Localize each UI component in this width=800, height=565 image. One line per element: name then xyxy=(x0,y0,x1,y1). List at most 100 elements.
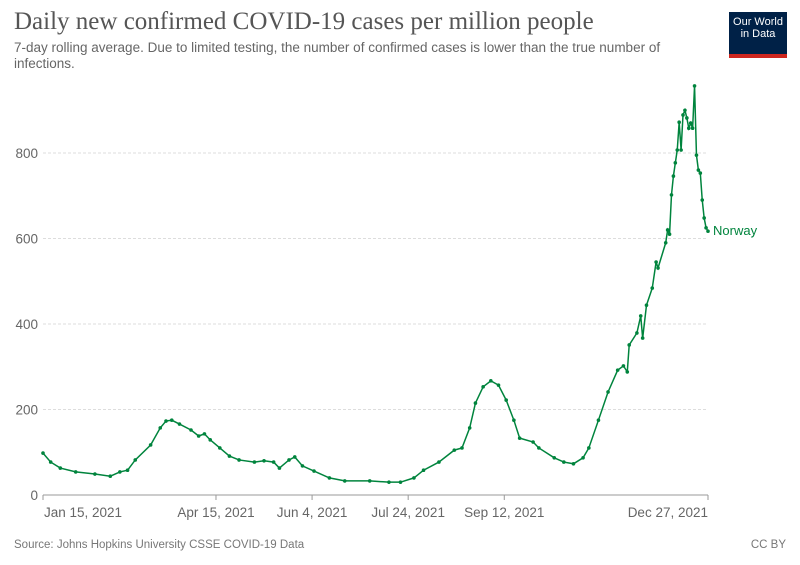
data-point xyxy=(237,458,241,462)
data-point xyxy=(367,479,372,483)
data-point xyxy=(625,370,630,374)
x-tick-label: Jul 24, 2021 xyxy=(371,505,445,520)
data-point xyxy=(48,460,53,464)
data-point xyxy=(327,476,332,480)
data-point xyxy=(537,446,541,450)
data-point xyxy=(685,116,689,120)
data-point xyxy=(606,390,610,394)
data-point xyxy=(496,383,501,387)
data-point xyxy=(621,364,626,368)
data-point xyxy=(196,434,201,438)
data-point xyxy=(696,168,701,172)
data-point xyxy=(644,303,649,307)
data-point xyxy=(460,446,464,450)
x-tick-label: Jan 15, 2021 xyxy=(44,505,122,520)
data-point xyxy=(202,432,207,436)
data-point xyxy=(654,260,658,264)
x-tick-label: Sep 12, 2021 xyxy=(464,505,544,520)
data-point xyxy=(663,240,668,245)
data-point xyxy=(615,368,620,372)
data-point xyxy=(504,398,508,402)
data-point xyxy=(262,459,266,463)
data-point xyxy=(690,126,695,131)
data-point xyxy=(398,480,403,484)
data-point xyxy=(312,469,316,473)
data-point xyxy=(694,153,699,157)
data-point xyxy=(667,232,672,237)
data-point xyxy=(571,461,576,466)
data-point xyxy=(218,446,222,450)
data-point xyxy=(698,171,703,175)
y-tick-label: 400 xyxy=(15,317,38,332)
x-tick-label: Dec 27, 2021 xyxy=(628,505,708,520)
data-point xyxy=(108,474,113,478)
data-point xyxy=(133,458,138,462)
data-point xyxy=(93,472,97,476)
data-point xyxy=(387,480,391,484)
data-point xyxy=(656,266,660,270)
data-point xyxy=(581,456,585,460)
data-point xyxy=(473,401,478,405)
data-point xyxy=(452,448,457,452)
data-point xyxy=(169,418,174,422)
y-tick-label: 200 xyxy=(15,403,38,418)
data-point xyxy=(650,286,655,290)
x-tick-label: Apr 15, 2021 xyxy=(177,505,254,520)
data-point xyxy=(227,454,232,458)
y-tick-label: 800 xyxy=(15,146,38,161)
series-label: Norway xyxy=(713,223,758,238)
license-link[interactable]: CC BY xyxy=(750,539,786,551)
data-point xyxy=(596,418,601,422)
data-point xyxy=(58,466,63,470)
data-point xyxy=(640,336,645,340)
data-point xyxy=(681,113,685,117)
data-point xyxy=(587,446,591,450)
data-point xyxy=(531,440,535,444)
data-point xyxy=(252,460,257,464)
data-point xyxy=(686,126,691,131)
data-point xyxy=(671,174,676,178)
data-point xyxy=(702,216,706,220)
data-point xyxy=(669,193,674,197)
data-point xyxy=(287,458,291,462)
data-point xyxy=(627,343,631,347)
data-point xyxy=(481,385,485,389)
data-point xyxy=(665,228,670,232)
data-point xyxy=(148,443,153,447)
data-point xyxy=(277,466,282,470)
data-point xyxy=(552,456,557,460)
data-point xyxy=(421,468,426,473)
data-point xyxy=(437,460,441,464)
data-point xyxy=(300,464,305,468)
data-point xyxy=(164,419,168,423)
data-point xyxy=(638,314,643,318)
data-point xyxy=(517,436,522,440)
chart-subtitle: 7-day rolling average. Due to limited te… xyxy=(14,40,661,71)
data-point xyxy=(512,418,516,422)
source-note[interactable]: Source: Johns Hopkins University CSSE CO… xyxy=(14,539,305,551)
data-point xyxy=(683,108,687,113)
data-point xyxy=(271,460,276,464)
data-point xyxy=(158,426,163,430)
data-point xyxy=(467,426,472,430)
data-point xyxy=(489,379,493,383)
data-point xyxy=(635,331,639,335)
y-tick-label: 0 xyxy=(30,488,38,503)
data-point xyxy=(679,148,683,152)
data-point xyxy=(292,455,297,459)
data-point xyxy=(700,198,705,202)
data-point xyxy=(677,120,681,125)
data-point xyxy=(688,121,693,125)
data-point xyxy=(692,84,697,88)
data-point xyxy=(177,422,182,426)
y-tick-label: 600 xyxy=(15,232,38,247)
data-point xyxy=(706,229,710,234)
data-point xyxy=(189,428,193,432)
data-point xyxy=(673,161,678,165)
data-point xyxy=(562,460,566,464)
owid-logo[interactable]: Our World in Data xyxy=(729,12,787,58)
series-line-norway xyxy=(42,85,709,483)
chart-title: Daily new confirmed COVID-19 cases per m… xyxy=(14,8,594,35)
